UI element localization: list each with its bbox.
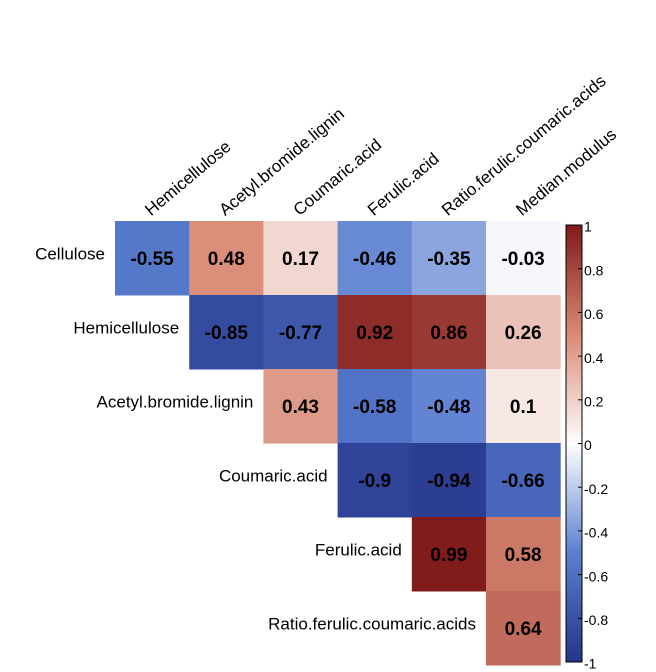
cell-label: 0.1 [510, 397, 537, 418]
cell-label: -0.9 [358, 471, 391, 492]
cell-label: 0.48 [208, 249, 245, 270]
cell-label: 0.86 [430, 323, 467, 344]
row-label: Ratio.ferulic.coumaric.acids [268, 614, 476, 633]
col-label: Ferulic.acid [364, 149, 443, 219]
cell-label: -0.48 [427, 397, 470, 418]
cell [411, 443, 487, 518]
colorbar-tick-label: -1 [584, 656, 597, 672]
cell [486, 295, 561, 370]
row-label: Ferulic.acid [315, 540, 402, 559]
colorbar-tick-label: -0.4 [584, 525, 608, 541]
colorbar-tick-label: 1 [584, 219, 592, 235]
cell [411, 295, 487, 370]
cell-label: 0.17 [282, 249, 319, 270]
cell-label: 0.26 [505, 323, 542, 344]
cell [337, 221, 413, 296]
colorbar-tick-label: -0.6 [584, 568, 608, 584]
cell [337, 443, 413, 518]
cell [486, 221, 561, 296]
cell [411, 369, 487, 444]
cell [263, 221, 339, 296]
cell-label: -0.46 [353, 249, 396, 270]
cell-label: -0.66 [501, 471, 544, 492]
cell [263, 369, 339, 444]
cell-label: -0.35 [427, 249, 471, 270]
cell [337, 369, 413, 444]
colorbar-tick-label: 0.2 [584, 394, 604, 410]
colorbar-tick-label: -0.2 [584, 481, 608, 497]
cell-label: -0.94 [427, 471, 471, 492]
colorbar-tick-label: 0.6 [584, 306, 604, 322]
cell [411, 221, 487, 296]
cell [486, 443, 561, 518]
cell-label: -0.85 [205, 323, 249, 344]
cell-label: 0.99 [430, 545, 467, 566]
cell-label: 0.92 [356, 323, 393, 344]
cell-label: -0.55 [130, 249, 174, 270]
cell [263, 295, 339, 370]
colorbar-tick-label: 0.4 [584, 350, 604, 366]
row-label: Hemicellulose [73, 318, 179, 337]
cell-label: -0.58 [353, 397, 396, 418]
cell-label: 0.64 [505, 619, 542, 640]
cell [189, 295, 264, 370]
cell-label: 0.43 [282, 397, 319, 418]
row-label: Cellulose [35, 244, 105, 263]
cell [189, 221, 264, 296]
cell [486, 591, 561, 666]
cell [115, 221, 190, 296]
cell [486, 369, 561, 444]
colorbar-tick-label: -0.8 [584, 612, 608, 628]
row-label: Coumaric.acid [219, 466, 328, 485]
cell-label: -0.77 [279, 323, 322, 344]
cell [486, 517, 561, 592]
cell [337, 295, 413, 370]
cell [411, 517, 487, 592]
colorbar-tick-label: 0.8 [584, 262, 604, 278]
cell-label: 0.58 [505, 545, 542, 566]
cell-label: -0.03 [501, 249, 544, 270]
colorbar-tick-label: 0 [584, 437, 592, 453]
col-label: Acetyl.bromide.lignin [216, 104, 348, 219]
row-label: Acetyl.bromide.lignin [97, 392, 254, 411]
